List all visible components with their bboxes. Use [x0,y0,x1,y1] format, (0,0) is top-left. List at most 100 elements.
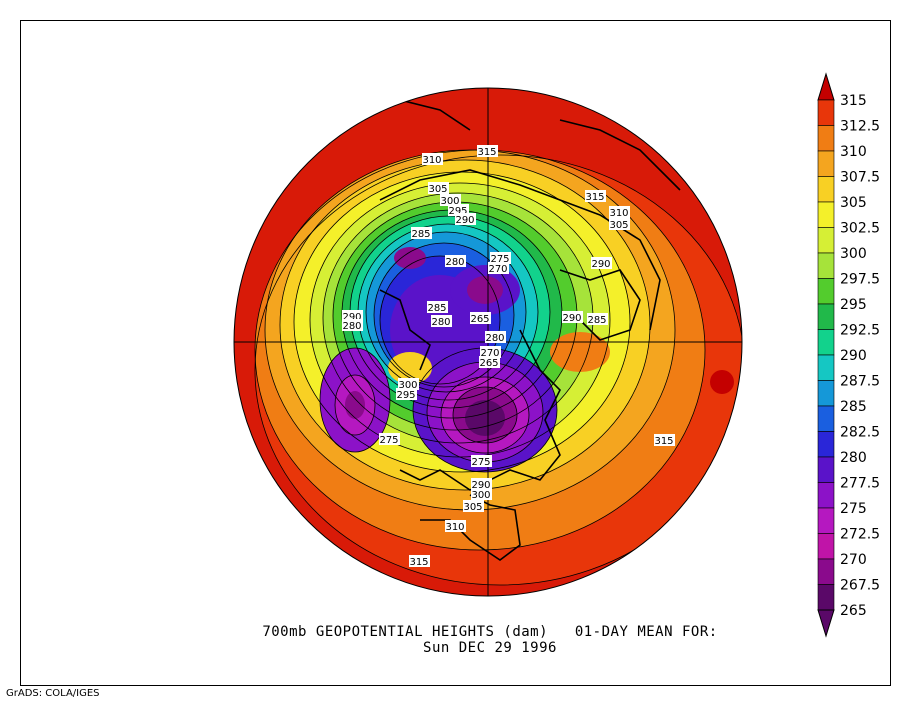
colorbar-tick-label: 307.5 [840,170,880,186]
colorbar-swatch [817,150,835,177]
svg-text:290: 290 [562,313,581,324]
svg-text:305: 305 [609,220,628,231]
svg-text:310: 310 [445,522,464,533]
contour-label: 275 [471,455,492,468]
contour-label: 310 [445,520,466,533]
svg-text:265: 265 [470,314,489,325]
colorbar-tick-label: 305 [840,195,867,211]
svg-text:285: 285 [411,229,430,240]
svg-text:310: 310 [422,155,441,166]
svg-text:270: 270 [480,348,499,359]
contour-label: 315 [585,190,606,203]
colorbar-swatch [817,252,835,279]
svg-text:295: 295 [396,390,415,401]
colorbar-swatch [817,99,835,126]
colorbar-swatch [817,329,835,356]
contour-label: 315 [477,145,498,158]
colorbar-tick-label: 280 [840,450,867,466]
colorbar-tick-label: 310 [840,144,867,160]
colorbar-tick-label: 282.5 [840,425,880,441]
svg-text:265: 265 [479,358,498,369]
svg-text:275: 275 [471,457,490,468]
svg-text:280: 280 [431,317,450,328]
contour-label: 305 [428,182,449,195]
plot-frame [20,20,891,686]
svg-text:285: 285 [587,315,606,326]
colorbar-swatch [817,176,835,203]
contour-label: 265 [470,312,491,325]
contour-label: 310 [609,206,630,219]
svg-text:275: 275 [379,435,398,446]
colorbar-tick-label: 295 [840,297,867,313]
contour-label: 280 [431,315,452,328]
colorbar-swatch [817,507,835,534]
colorbar-swatch [817,201,835,228]
contour-label: 275 [379,433,400,446]
contour-label: 280 [445,255,466,268]
colorbar-swatch [817,125,835,152]
colorbar-swatch [817,558,835,585]
credit-label: GrADS: COLA/IGES [6,688,100,699]
contour-label: 285 [411,227,432,240]
svg-text:275: 275 [490,254,509,265]
colorbar-tick-label: 292.5 [840,323,880,339]
colorbar-swatch [817,405,835,432]
contour-label: 275 [490,252,511,265]
colorbar-swatch [817,533,835,560]
colorbar-swatch [817,431,835,458]
colorbar-tick-label: 300 [840,246,867,262]
colorbar-tick-label: 277.5 [840,476,880,492]
contour-label: 270 [488,262,509,275]
colorbar-swatch [817,380,835,407]
contour-label: 280 [485,331,506,344]
colorbar-tick-label: 267.5 [840,578,880,594]
contour-label: 300 [471,488,492,501]
colorbar: 315 312.5 310 307.5 305 302.5 300 297.5 295 292.5… [817,72,880,638]
svg-text:280: 280 [342,321,361,332]
contour-label: 295 [396,388,417,401]
colorbar-swatch [817,354,835,381]
colorbar-tick-label: 287.5 [840,374,880,390]
contour-label: 290 [471,478,492,491]
svg-text:300: 300 [398,380,417,391]
svg-text:315: 315 [585,192,604,203]
colorbar-swatch [817,303,835,330]
svg-text:290: 290 [471,480,490,491]
svg-text:270: 270 [488,264,507,275]
colorbar-swatch [817,456,835,483]
colorbar-tick-label: 272.5 [840,527,880,543]
svg-text:315: 315 [409,557,428,568]
contour-label: 280 [342,319,363,332]
colorbar-tick-label: 297.5 [840,272,880,288]
colorbar-top-arrow [817,72,835,101]
svg-text:290: 290 [591,259,610,270]
svg-text:290: 290 [342,312,361,323]
svg-text:290: 290 [455,215,474,226]
svg-text:310: 310 [609,208,628,219]
svg-text:305: 305 [428,184,447,195]
chart-title-line1: 700mb GEOPOTENTIAL HEIGHTS (dam) 01-DAY … [262,624,718,640]
svg-text:315: 315 [477,147,496,158]
contour-label: 300 [398,378,419,391]
colorbar-tick-label: 315 [840,93,867,109]
colorbar-tick-label: 290 [840,348,867,364]
contour-label: 285 [587,313,608,326]
colorbar-swatch [817,584,835,611]
contour-label: 305 [463,500,484,513]
contour-label: 290 [591,257,612,270]
colorbar-swatch [817,227,835,254]
contour-label: 265 [479,356,500,369]
svg-text:315: 315 [654,436,673,447]
colorbar-bottom-arrow [817,609,835,638]
contour-label: 315 [654,434,675,447]
contour-label: 305 [609,218,630,231]
contour-label: 290 [562,311,583,324]
colorbar-tick-label: 285 [840,399,867,415]
contour-label: 315 [409,555,430,568]
colorbar-swatch [817,278,835,305]
contour-label: 300 [440,194,461,207]
colorbar-tick-label: 275 [840,501,867,517]
colorbar-tick-label: 302.5 [840,221,880,237]
